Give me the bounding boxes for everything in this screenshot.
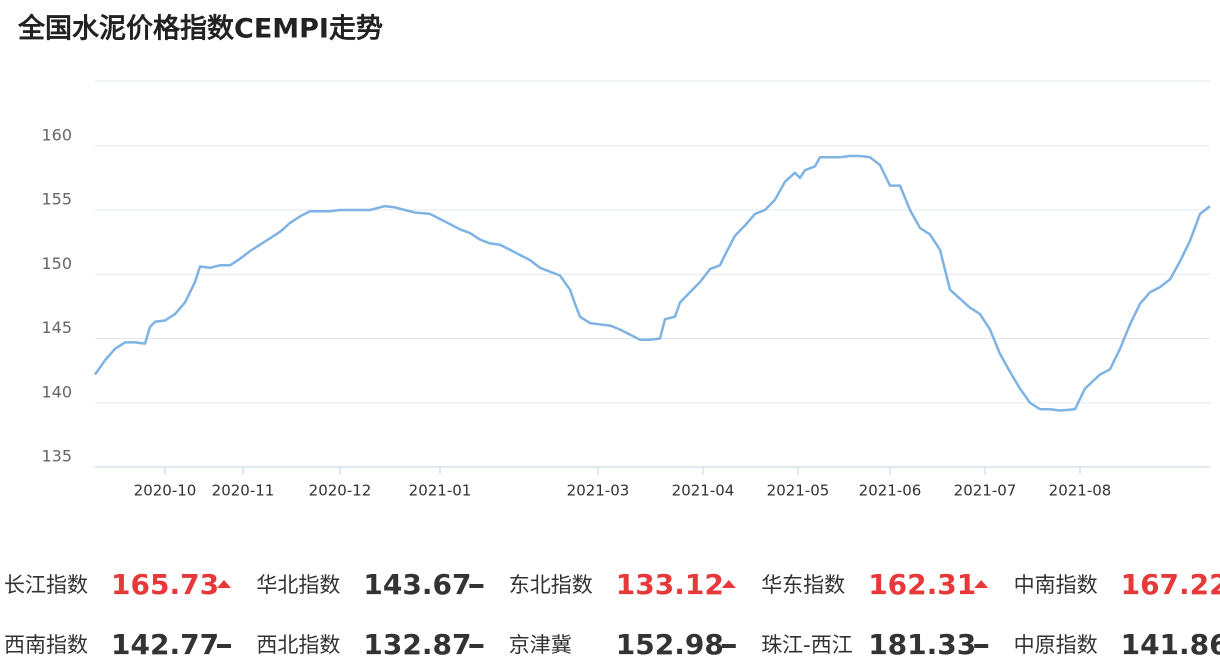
x-tick-label: 2021-06 <box>859 482 922 500</box>
y-tick-label: 150 <box>41 254 72 273</box>
index-value: 143.67 <box>363 568 471 601</box>
index-value: 133.12 <box>616 568 724 601</box>
index-value: 181.33 <box>868 628 976 661</box>
x-tick-label: 2021-08 <box>1049 482 1112 500</box>
index-value: 167.22 <box>1121 568 1220 601</box>
index-name: 华东指数 <box>761 573 845 597</box>
x-tick-label: 2021-07 <box>954 482 1017 500</box>
trend-flat <box>469 644 484 648</box>
trend-flat <box>469 584 484 588</box>
index-name: 中南指数 <box>1014 573 1098 597</box>
trend-up <box>721 580 736 588</box>
x-tick-label: 2021-03 <box>567 482 630 500</box>
index-value: 152.98 <box>616 628 724 661</box>
trend-up <box>974 580 989 588</box>
x-tick-label: 2021-05 <box>767 482 830 500</box>
index-name: 西南指数 <box>4 633 88 657</box>
index-name: 华北指数 <box>256 573 340 597</box>
x-tick-label: 2020-12 <box>309 482 372 500</box>
index-name: 京津冀 <box>509 633 572 657</box>
index-name: 西北指数 <box>256 633 340 657</box>
y-tick-label: 140 <box>41 382 72 401</box>
x-tick-label: 2021-04 <box>672 482 735 500</box>
x-tick-label: 2020-11 <box>212 482 275 500</box>
trend-flat <box>217 644 231 648</box>
index-name: 长江指数 <box>4 573 88 597</box>
index-value: 132.87 <box>363 628 471 661</box>
index-name: 中原指数 <box>1014 633 1098 657</box>
trend-flat <box>974 644 989 648</box>
trend-up <box>217 580 231 588</box>
index-value: 141.86 <box>1121 628 1220 661</box>
y-tick-label: 160 <box>41 125 72 144</box>
x-tick-label: 2020-10 <box>134 482 197 500</box>
x-tick-label: 2021-01 <box>409 482 472 500</box>
y-tick-label: 155 <box>41 190 72 209</box>
trend-flat <box>721 644 736 648</box>
index-value: 162.31 <box>868 568 976 601</box>
line-series <box>93 154 1211 412</box>
y-tick-label: 145 <box>41 318 72 337</box>
y-tick-label: 135 <box>41 447 72 466</box>
index-name: 东北指数 <box>509 573 593 597</box>
index-value: 165.73 <box>111 568 219 601</box>
index-value: 142.77 <box>111 628 219 661</box>
chart-title: 全国水泥价格指数CEMPI走势 <box>17 13 383 45</box>
index-name: 珠江-西江 <box>761 633 853 657</box>
